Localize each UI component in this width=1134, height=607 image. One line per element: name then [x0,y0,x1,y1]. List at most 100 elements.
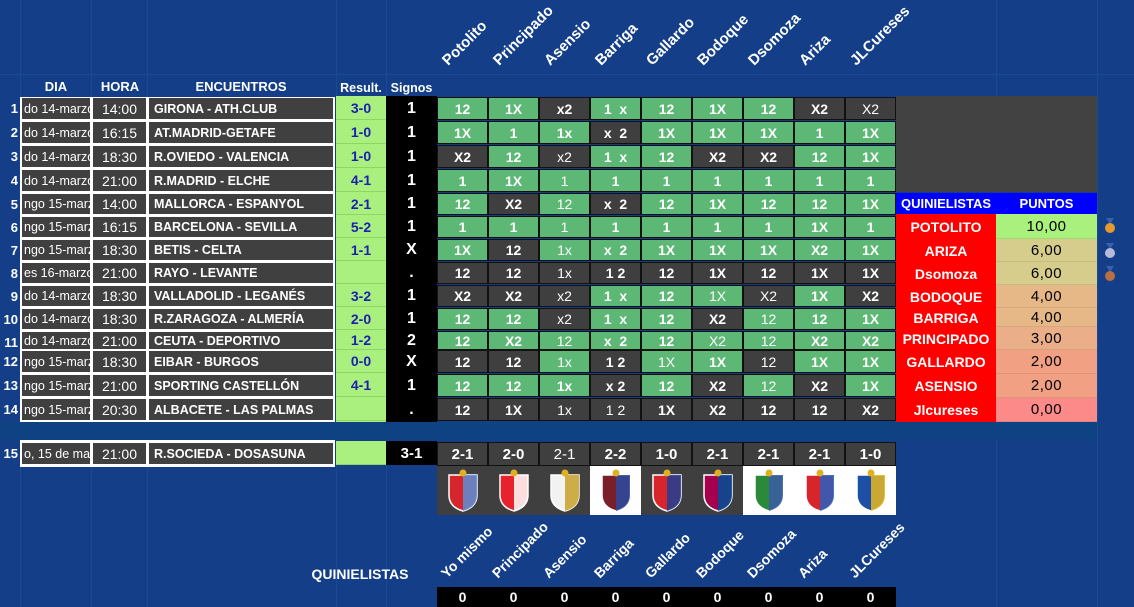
ranking-blank-area [896,96,1097,192]
match-result[interactable]: 4-1 [336,169,386,192]
pleno-pick-cell: 2-1 [692,442,743,466]
pick-cell: x 2 [590,331,641,350]
match-result[interactable]: 2-1 [336,193,386,215]
ranking-player-name: ARIZA [896,239,996,262]
pick-cell: 1X [692,262,743,284]
pick-cell: X2 [692,145,743,168]
numancia-crest [794,466,845,515]
pleno-pick-cell: 2-1 [743,442,794,466]
pick-cell: 1 x [590,285,641,307]
match-result[interactable]: 5-2 [336,216,386,238]
pick-cell: 1 [488,216,539,238]
match-result[interactable] [336,262,386,284]
silver-medal-icon [1103,243,1117,259]
pick-cell: 1 [539,169,590,192]
pick-cell: 12 [641,374,692,397]
ranking-player-points: 2,00 [996,374,1097,398]
match-name: BARCELONA - SEVILLA [149,217,333,237]
match-name: BETIS - CELTA [149,240,333,260]
match-signo: 1 [386,145,437,168]
player-header-ariza: Ariza [795,31,834,69]
sporting-gijon-crest [488,466,539,515]
match-date: do 14-marzo- [22,309,90,329]
pick-cell: 1 [488,121,539,144]
pick-cell: X2 [794,239,845,261]
pick-cell: 1 [437,216,488,238]
pick-cell: 12 [488,308,539,330]
match-result[interactable]: 3-2 [336,285,386,307]
match-time: 20:30 [93,399,146,420]
player-header-jlcureses: JLCureses [846,2,914,70]
match-result[interactable]: 2-0 [336,308,386,330]
match-signo: . [386,398,437,421]
match-date: do 14-marzo- [22,170,90,191]
bottom-player-value: 0 [641,587,692,607]
match-result[interactable] [336,398,386,421]
ranking-player-points: 6,00 [996,239,1097,262]
pick-cell: 12 [641,262,692,284]
match-result[interactable]: 0-0 [336,350,386,373]
pick-cell: 12 [743,193,794,215]
header-result: Result. [340,81,382,95]
pick-cell: 12 [641,145,692,168]
ceuta-crest [590,466,641,515]
match-name: EIBAR - BURGOS [149,351,333,372]
match-signo: 1 [386,97,437,120]
pick-cell: 1X [641,350,692,373]
match-result[interactable]: 1-1 [336,239,386,261]
crest-icon [447,469,478,512]
pleno-result[interactable] [336,441,386,465]
match-result[interactable]: 1-0 [336,121,386,144]
pick-cell: 1 x [590,308,641,330]
match-signo: 1 [386,193,437,215]
crest-icon [855,469,886,512]
pick-cell: 12 [539,331,590,350]
row-number: 6 [10,220,18,235]
pleno-signo: 3-1 [386,441,437,465]
crest-icon [651,469,682,512]
match-time: 21:00 [93,170,146,191]
match-time: 14:00 [93,98,146,119]
pick-cell: 1 [641,169,692,192]
row-number: 12 [3,354,18,369]
match-name: CEUTA - DEPORTIVO [149,332,333,349]
header-hora: HORA [100,79,140,94]
pick-cell: 1X [692,239,743,261]
pick-cell: X2 [845,398,896,421]
pick-cell: 12 [539,193,590,215]
row-number: 14 [3,402,18,417]
bottom-player-header: Gallardo [641,529,694,581]
crest-icon [702,469,733,512]
player-header-asensio: Asensio [540,15,595,69]
pick-cell: 12 [641,285,692,307]
match-signo: 1 [386,374,437,397]
atletico-madrid-crest [641,466,692,515]
bottom-player-value: 0 [743,587,794,607]
bottom-player-header: Barriga [590,535,637,581]
pick-cell: 1X [692,97,743,120]
match-result[interactable]: 4-1 [336,374,386,397]
match-name: MALLORCA - ESPANYOL [149,194,333,214]
pick-cell: 12 [641,331,692,350]
match-signo: 1 [386,285,437,307]
pick-cell: 1 2 [590,350,641,373]
ranking-header: QUINIELISTAS PUNTOS [896,193,1097,214]
pleno-pick-cell: 2-0 [488,442,539,466]
ranking-player-name: Dsomoza [896,262,996,285]
bottom-player-value: 0 [437,587,488,607]
match-result[interactable]: 1-0 [336,145,386,168]
pick-cell: 1X [437,239,488,261]
ranking-player-name: Jlcureses [896,398,996,422]
match-result[interactable]: 3-0 [336,97,386,120]
row-number: 11 [4,335,18,350]
row-number: 4 [10,173,18,188]
match-time: 16:15 [93,217,146,237]
pick-cell: 12 [743,331,794,350]
pick-cell: 12 [743,398,794,421]
bottom-player-header: Asensio [539,531,590,581]
grid-line [1097,0,1098,607]
pleno-pick-cell: 2-1 [539,442,590,466]
match-signo: X [386,239,437,261]
match-time: 18:30 [93,309,146,329]
match-result[interactable]: 1-2 [336,331,386,350]
